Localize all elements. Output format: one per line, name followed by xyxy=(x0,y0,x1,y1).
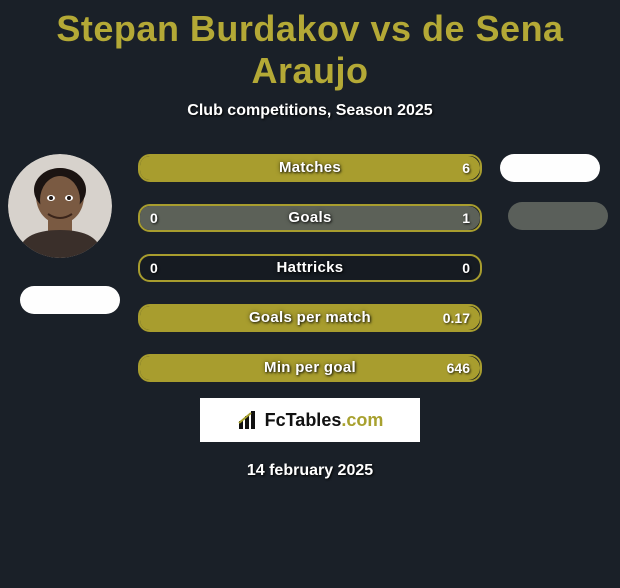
stat-bar: 00Hattricks xyxy=(138,254,482,282)
brand-box: FcTables.com xyxy=(200,398,420,442)
stat-label: Matches xyxy=(140,156,480,180)
stat-label: Goals per match xyxy=(140,306,480,330)
player1-avatar xyxy=(8,154,112,258)
brand-text: FcTables.com xyxy=(265,410,384,431)
stat-label: Min per goal xyxy=(140,356,480,380)
avatar-placeholder-icon xyxy=(8,154,112,258)
brand-suffix: .com xyxy=(341,410,383,430)
page-title: Stepan Burdakov vs de Sena Araujo xyxy=(0,8,620,92)
date-text: 14 february 2025 xyxy=(0,462,620,480)
brand-name: FcTables xyxy=(265,410,342,430)
stat-bar: 0.17Goals per match xyxy=(138,304,482,332)
stat-bar: 6Matches xyxy=(138,154,482,182)
player1-club-badge xyxy=(20,286,120,314)
player2-club-badge-1 xyxy=(500,154,600,182)
stat-bar: 646Min per goal xyxy=(138,354,482,382)
player2-club-badge-2 xyxy=(508,202,608,230)
stat-label: Goals xyxy=(140,206,480,230)
title-text: Stepan Burdakov vs de Sena Araujo xyxy=(56,8,563,91)
stat-bar: 01Goals xyxy=(138,204,482,232)
stat-bars: 6Matches 01Goals 00Hattricks 0.17Goals per … xyxy=(138,154,482,404)
brand-chart-icon xyxy=(237,409,259,431)
subtitle: Club competitions, Season 2025 xyxy=(0,102,620,120)
stat-label: Hattricks xyxy=(140,256,480,280)
